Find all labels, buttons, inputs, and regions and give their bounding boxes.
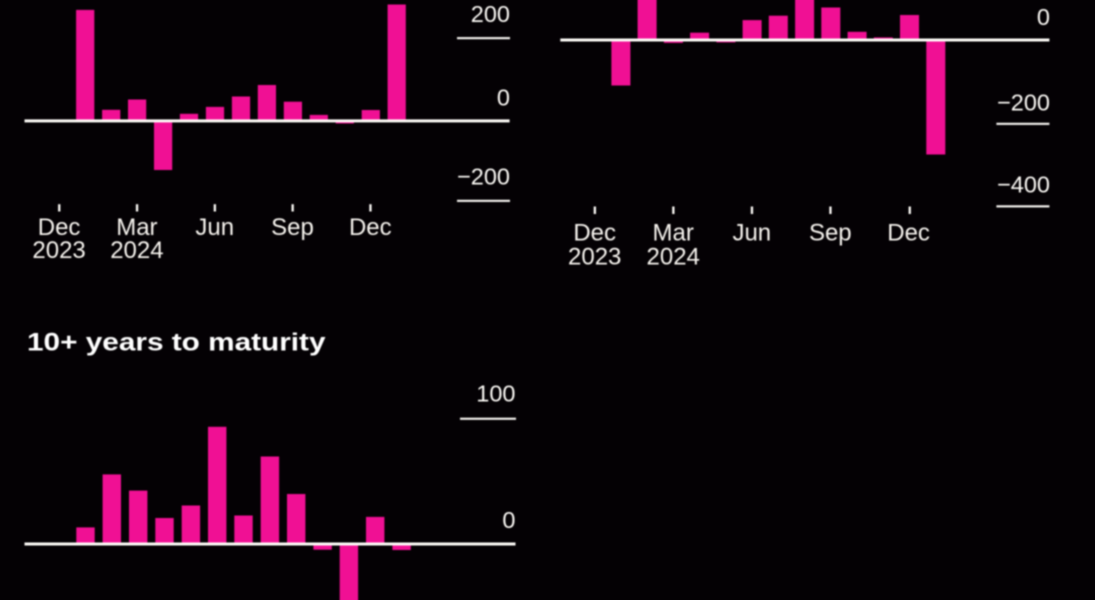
- svg-text:0: 0: [497, 85, 510, 111]
- svg-text:100: 100: [476, 381, 515, 407]
- svg-text:2023: 2023: [32, 237, 85, 264]
- svg-text:Mar: Mar: [653, 220, 694, 247]
- svg-text:Jun: Jun: [732, 220, 771, 247]
- svg-text:Dec: Dec: [887, 220, 930, 247]
- svg-text:Jun: Jun: [195, 214, 234, 241]
- svg-text:2024: 2024: [110, 237, 163, 264]
- svg-text:Dec: Dec: [38, 214, 81, 241]
- svg-text:0: 0: [502, 507, 515, 533]
- svg-text:200: 200: [471, 1, 510, 27]
- svg-text:2024: 2024: [647, 243, 700, 270]
- svg-text:Mar: Mar: [116, 214, 157, 241]
- svg-text:0: 0: [1037, 4, 1050, 30]
- svg-text:−400: −400: [997, 172, 1050, 198]
- svg-text:2023: 2023: [568, 243, 621, 270]
- svg-text:Sep: Sep: [809, 220, 852, 247]
- svg-text:Dec: Dec: [573, 220, 616, 247]
- svg-text:Dec: Dec: [349, 214, 392, 241]
- svg-text:−200: −200: [457, 164, 510, 190]
- svg-text:Sep: Sep: [271, 214, 314, 241]
- svg-text:10+ years to maturity: 10+ years to maturity: [27, 329, 326, 357]
- svg-text:−200: −200: [997, 90, 1050, 116]
